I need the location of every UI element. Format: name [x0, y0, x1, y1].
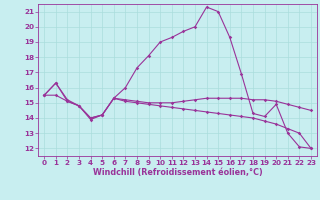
X-axis label: Windchill (Refroidissement éolien,°C): Windchill (Refroidissement éolien,°C): [93, 168, 262, 177]
